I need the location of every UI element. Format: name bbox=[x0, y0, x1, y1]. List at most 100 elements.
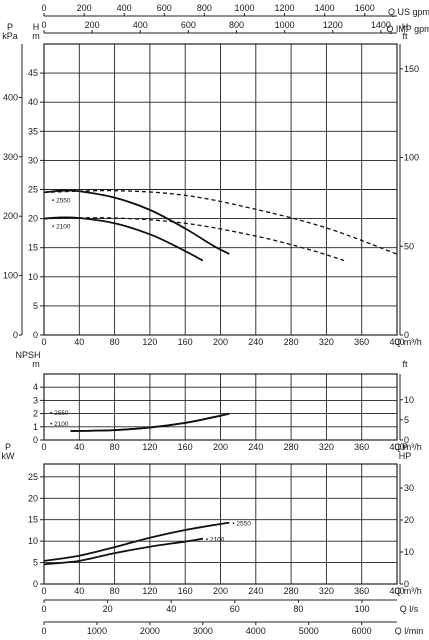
tick-label: 200 bbox=[85, 20, 100, 30]
right-tick-label: 0 bbox=[404, 330, 409, 340]
x-tick-label: 200 bbox=[213, 337, 228, 347]
series-head-dashed-2 bbox=[43, 189, 398, 255]
x-tick-label: 280 bbox=[284, 586, 299, 596]
y-tick-label: 4 bbox=[33, 382, 38, 392]
tick-label: 1000 bbox=[87, 626, 107, 635]
x-tick-label: 200 bbox=[213, 586, 228, 596]
y-tick-label: 0 bbox=[33, 435, 38, 445]
y-tick-label: 25 bbox=[28, 472, 38, 482]
x-tick-label: 80 bbox=[110, 442, 120, 452]
right-tick-label: 50 bbox=[404, 241, 414, 251]
series-head-2100 bbox=[43, 216, 204, 262]
right-axis-label: H bbox=[402, 22, 409, 32]
tick-label: 5000 bbox=[299, 626, 319, 635]
x-tick-label: 40 bbox=[74, 586, 84, 596]
x-tick-label: 120 bbox=[142, 586, 157, 596]
kpa-tick-label: 400 bbox=[3, 92, 18, 102]
x-tick-label: 160 bbox=[178, 586, 193, 596]
x-tick-label: 320 bbox=[319, 586, 334, 596]
x-tick-label: 360 bbox=[354, 337, 369, 347]
tick-label: 4000 bbox=[246, 626, 266, 635]
tick-label: 400 bbox=[133, 20, 148, 30]
flow-axis-bottom-2: 0 1000 2000 3000 4000 5000 6000 Q l/min bbox=[41, 621, 423, 636]
tick-label: 100 bbox=[355, 604, 370, 614]
y-tick-label: 30 bbox=[28, 155, 38, 165]
y-tick-label: 1 bbox=[33, 422, 38, 432]
tick-label: 0 bbox=[41, 626, 46, 635]
tick-label: 0 bbox=[41, 20, 46, 30]
y-tick-label: 10 bbox=[28, 536, 38, 546]
series-head-dashed-3 bbox=[43, 217, 345, 262]
tick-label: 600 bbox=[157, 3, 172, 13]
right-axis-label: P bbox=[402, 442, 408, 452]
y-tick-label: 0 bbox=[33, 330, 38, 340]
kpa-tick-label: 0 bbox=[13, 330, 18, 340]
x-tick-label: 120 bbox=[142, 442, 157, 452]
kpa-tick-label: 300 bbox=[3, 152, 18, 162]
tick-label: 80 bbox=[293, 604, 303, 614]
tick-label: 800 bbox=[197, 3, 212, 13]
right-tick-label: 150 bbox=[404, 64, 419, 74]
x-tick-label: 360 bbox=[354, 442, 369, 452]
series-power-2550 bbox=[43, 521, 230, 562]
x-tick-label: 400 bbox=[389, 337, 404, 347]
tick-label: 200 bbox=[77, 3, 92, 13]
x-tick-label: 200 bbox=[213, 442, 228, 452]
right-tick-label: 30 bbox=[404, 483, 414, 493]
curve-label-2550: • 2550 bbox=[232, 521, 251, 528]
y-tick-label: 40 bbox=[28, 97, 38, 107]
x-tick-label: 40 bbox=[74, 442, 84, 452]
x-tick-label: 40 bbox=[74, 337, 84, 347]
flow-axis-bottom-1: 0 20 40 60 80 100 Q l/s bbox=[41, 599, 419, 614]
x-tick-label: 0 bbox=[41, 586, 46, 596]
x-tick-label: 280 bbox=[284, 337, 299, 347]
x-tick-label: 400 bbox=[389, 442, 404, 452]
right-tick-label: 5 bbox=[404, 415, 409, 425]
axis-label: Q l/s bbox=[400, 604, 419, 614]
curve-label-2100: • 2100 bbox=[52, 224, 71, 231]
axis-label: Q IMP gpm bbox=[386, 24, 429, 34]
tick-label: 600 bbox=[181, 20, 196, 30]
tick-label: 1200 bbox=[323, 20, 343, 30]
x-tick-label: 240 bbox=[248, 337, 263, 347]
y-tick-label: 35 bbox=[28, 126, 38, 136]
y-tick-label: 5 bbox=[33, 301, 38, 311]
x-tick-label: 400 bbox=[389, 586, 404, 596]
tick-label: 0 bbox=[41, 604, 46, 614]
x-tick-label: 240 bbox=[248, 586, 263, 596]
right-tick-label: 0 bbox=[404, 579, 409, 589]
series-npsh-2100 bbox=[70, 412, 230, 432]
right-tick-label: 10 bbox=[404, 547, 414, 557]
y-tick-label: 0 bbox=[33, 579, 38, 589]
left-axis-label: NPSH bbox=[15, 350, 40, 360]
y-tick-label: 25 bbox=[28, 185, 38, 195]
flow-axis-top-1: 0 200 400 600 800 1000 1200 1400 1600 Q US gpm bbox=[41, 3, 429, 17]
tick-label: 1000 bbox=[275, 20, 295, 30]
x-tick-label: 240 bbox=[248, 442, 263, 452]
curve-label-2550: • 2550 bbox=[52, 197, 71, 204]
x-tick-label: 360 bbox=[354, 586, 369, 596]
left-axis-label: P bbox=[5, 442, 11, 452]
tick-label: 20 bbox=[103, 604, 113, 614]
inner-axis-label: m bbox=[32, 359, 40, 369]
series-power-2100 bbox=[43, 537, 204, 566]
right-axis-label: HP bbox=[399, 451, 412, 461]
y-tick-label: 20 bbox=[28, 493, 38, 503]
x-tick-label: 280 bbox=[284, 442, 299, 452]
tick-label: 3000 bbox=[193, 626, 213, 635]
x-tick-label: 80 bbox=[110, 337, 120, 347]
y-tick-label: 20 bbox=[28, 214, 38, 224]
x-tick-label: 320 bbox=[319, 337, 334, 347]
curve-label-2100: • 2100 bbox=[206, 537, 225, 544]
curve-label-2550: • 2550 bbox=[50, 410, 69, 417]
tick-label: 800 bbox=[229, 20, 244, 30]
right-tick-label: 100 bbox=[404, 153, 419, 163]
series-head-2550 bbox=[43, 189, 230, 255]
tick-label: 1400 bbox=[371, 20, 391, 30]
curve-label-2100: • 2100 bbox=[50, 421, 69, 428]
